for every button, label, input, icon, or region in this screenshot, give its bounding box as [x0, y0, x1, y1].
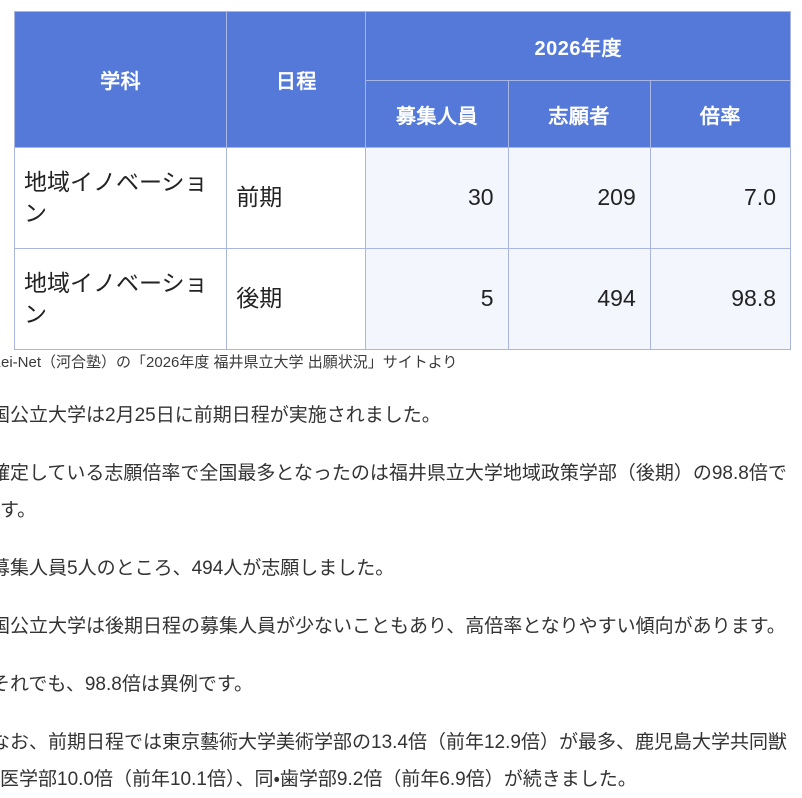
paragraph-2: 確定している志願倍率で全国最多となったのは福井県立大学地域政策学部（後期）の98…: [0, 462, 787, 521]
column-header-subject: 学科: [13, 11, 228, 148]
paragraph-3: 募集人員5人のところ、494人が志願しました。: [0, 557, 395, 579]
admissions-table-container: 学科 日程 2026年度 募集人員 志願者 倍率 地域イノベーション 前期 30…: [13, 11, 792, 350]
cell-schedule: 前期: [226, 147, 367, 249]
cell-capacity: 30: [365, 147, 509, 249]
table-header-row-1: 学科 日程 2026年度: [13, 11, 791, 148]
cell-schedule: 後期: [226, 248, 367, 350]
table-row: 地域イノベーション 前期 30 209 7.0: [13, 147, 792, 249]
paragraph-6: なお、前期日程では東京藝術大学美術学部の13.4倍（前年12.9倍）が最多、鹿児…: [0, 731, 787, 790]
paragraph-4: 国公立大学は後期日程の募集人員が少ないこともあり、高倍率となりやすい傾向がありま…: [0, 615, 786, 637]
cell-applicants: 209: [507, 147, 651, 249]
table-body: 地域イノベーション 前期 30 209 7.0 地域イノベーション 後期 5 4…: [13, 147, 792, 350]
admissions-statistics-table: 学科 日程 2026年度 募集人員 志願者 倍率 地域イノベーション 前期 30…: [13, 11, 792, 350]
column-header-capacity: 募集人員: [365, 80, 509, 148]
table-row: 地域イノベーション 後期 5 494 98.8: [13, 248, 792, 350]
cell-subject: 地域イノベーション: [13, 147, 228, 249]
column-header-applicants: 志願者: [507, 80, 651, 148]
paragraph-1: 国公立大学は2月25日に前期日程が実施されました。: [0, 404, 441, 426]
cell-ratio: 98.8: [649, 248, 792, 350]
table-source-caption: Kei-Net（河合塾）の「2026年度 福井県立大学 出願状況」サイトより: [0, 354, 458, 371]
column-header-ratio: 倍率: [649, 80, 792, 148]
paragraph-5: それでも、98.8倍は異例です。: [0, 673, 253, 695]
cell-ratio: 7.0: [649, 147, 792, 249]
article-body: Kei-Net（河合塾）の「2026年度 福井県立大学 出願状況」サイトより 国…: [0, 352, 802, 798]
cell-subject: 地域イノベーション: [13, 248, 228, 350]
column-header-year-group: 2026年度: [365, 11, 791, 81]
table-header: 学科 日程 2026年度 募集人員 志願者 倍率: [13, 11, 792, 148]
cell-applicants: 494: [507, 248, 651, 350]
table-header-row-2: 募集人員 志願者 倍率: [15, 80, 792, 148]
column-header-schedule: 日程: [226, 11, 367, 148]
cell-capacity: 5: [365, 248, 509, 350]
